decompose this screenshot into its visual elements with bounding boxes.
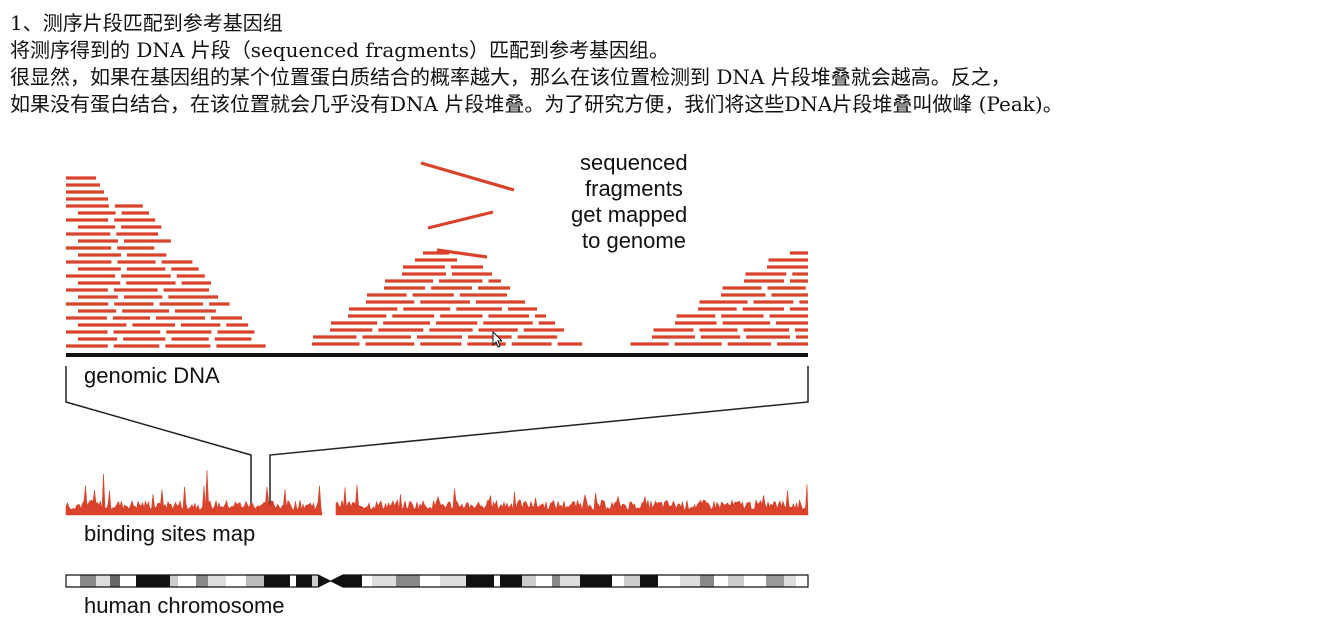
floating-fragments xyxy=(420,161,515,259)
chromosome-band xyxy=(552,575,560,587)
chromosome-band xyxy=(226,575,246,587)
chromosome-band xyxy=(312,575,318,587)
chromosome-band xyxy=(420,575,440,587)
fragment-stacks xyxy=(66,176,808,348)
chromosome-band xyxy=(700,575,714,587)
binding-sites-label: binding sites map xyxy=(84,521,255,546)
chromosome-band xyxy=(728,575,744,587)
chromosome-band xyxy=(110,575,120,587)
chromosome-band xyxy=(500,575,522,587)
chromosome-band xyxy=(96,575,110,587)
chromosome-band xyxy=(522,575,536,587)
chromosome-band xyxy=(178,575,196,587)
chromosome-band xyxy=(120,575,136,587)
zoom-connector-left xyxy=(65,366,252,512)
chromosome-band xyxy=(396,575,420,587)
chromosome-band xyxy=(714,575,728,587)
chromosome-band xyxy=(658,575,680,587)
chromosome-band xyxy=(796,575,808,587)
chromosome-band xyxy=(766,575,784,587)
chromosome-band xyxy=(362,575,372,587)
paragraph-line-2: 很显然，如果在基因组的某个位置蛋白质结合的概率越大，那么在该位置检测到 DNA … xyxy=(10,65,1011,89)
description-text: 1、测序片段匹配到参考基因组 将测序得到的 DNA 片段（sequenced f… xyxy=(10,10,1063,118)
chromosome-band xyxy=(196,575,208,587)
paragraph-line-3: 如果没有蛋白结合，在该位置就会几乎没有DNA 片段堆叠。为了研究方便，我们将这些… xyxy=(10,92,1063,116)
caption-line-1: sequenced xyxy=(580,150,688,175)
chromosome-band xyxy=(136,575,170,587)
chromosome-band xyxy=(170,575,178,587)
chromosome-band xyxy=(536,575,552,587)
caption-line-3: get mapped xyxy=(571,202,687,227)
chromosome-band xyxy=(440,575,466,587)
chromosome-band xyxy=(680,575,700,587)
floating-fragment xyxy=(420,161,515,192)
caption-line-2: fragments xyxy=(585,176,683,201)
caption-line-4: to genome xyxy=(582,228,686,253)
mouse-cursor-icon xyxy=(492,331,502,348)
paragraph-line-1: 将测序得到的 DNA 片段（sequenced fragments）匹配到参考基… xyxy=(10,38,670,62)
chromosome-band xyxy=(66,575,80,587)
chromosome-band xyxy=(744,575,766,587)
chromosome-band xyxy=(290,575,296,587)
chromosome-label: human chromosome xyxy=(84,593,285,618)
binding-signal xyxy=(335,484,809,516)
chromosome-band xyxy=(246,575,264,587)
chromosome-band xyxy=(264,575,290,587)
floating-fragment xyxy=(427,210,494,230)
chromosome-band xyxy=(343,575,362,587)
chromosome-band xyxy=(296,575,312,587)
section-heading: 1、测序片段匹配到参考基因组 xyxy=(10,11,283,35)
zoom-connector-right xyxy=(269,366,809,512)
genomic-dna-label: genomic DNA xyxy=(84,363,220,388)
binding-sites-map xyxy=(65,469,809,516)
chromosome-band xyxy=(560,575,580,587)
chromosome-ideogram xyxy=(65,574,809,588)
chromosome-band xyxy=(612,575,624,587)
floating-fragment xyxy=(436,248,488,259)
binding-signal xyxy=(65,469,323,516)
chromosome-band xyxy=(580,575,612,587)
chromosome-band xyxy=(80,575,96,587)
chromosome-band xyxy=(466,575,494,587)
chromosome-band xyxy=(208,575,226,587)
centromere xyxy=(318,575,343,587)
chromosome-band xyxy=(624,575,640,587)
chromosome-band xyxy=(372,575,396,587)
chromosome-band xyxy=(494,575,500,587)
chromosome-band xyxy=(784,575,796,587)
chromosome-band xyxy=(640,575,658,587)
